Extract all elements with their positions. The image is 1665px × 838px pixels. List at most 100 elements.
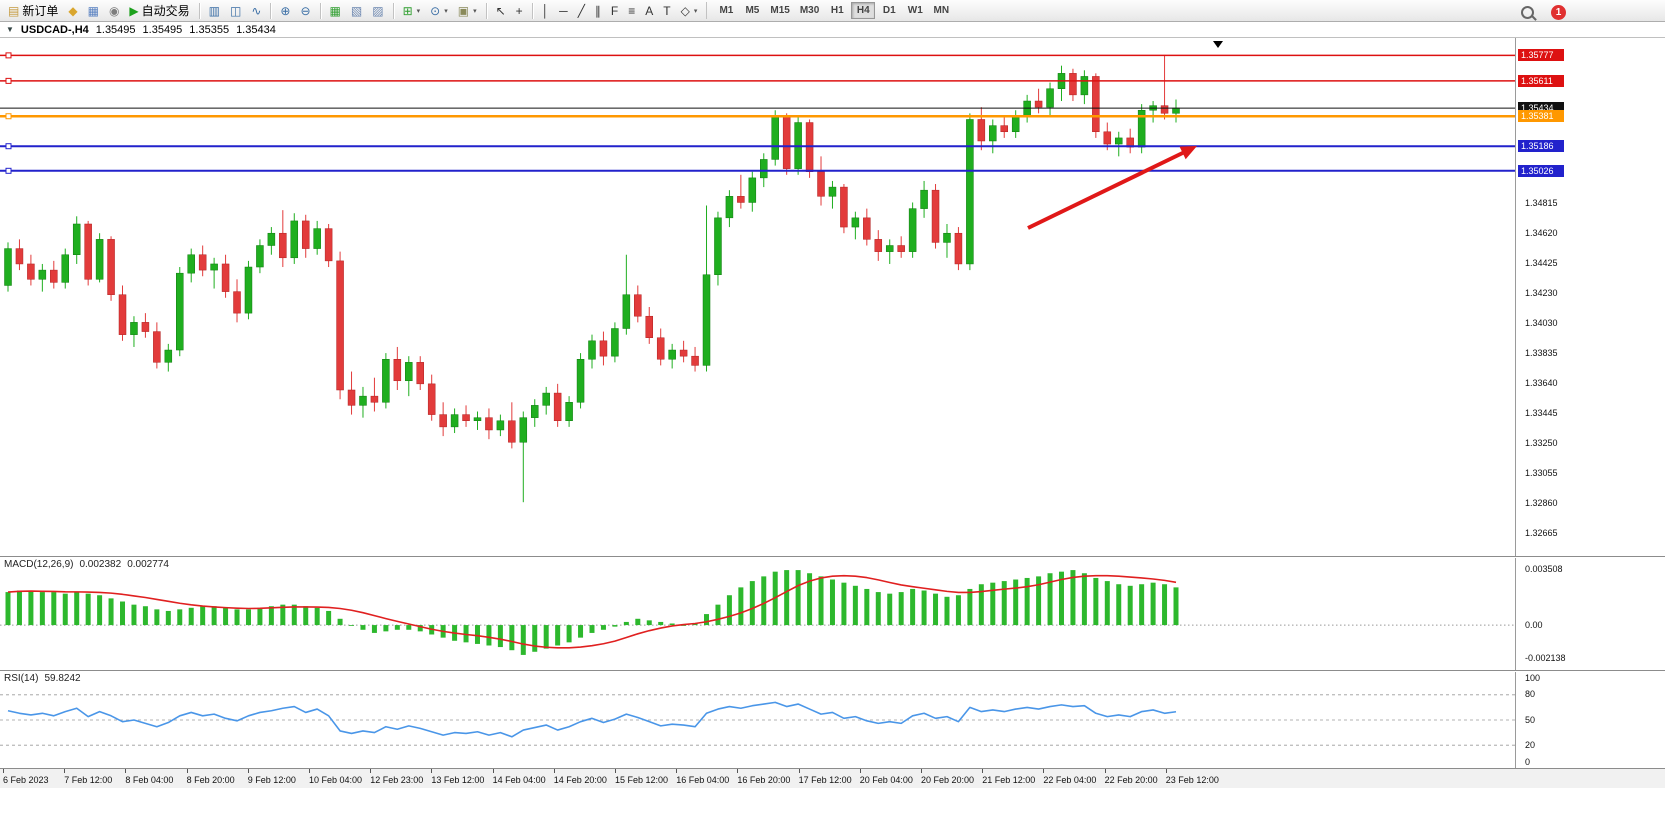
candlestick-chart-button[interactable]: ◫ — [226, 2, 245, 20]
price-scale-label: 1.32860 — [1525, 498, 1558, 509]
candle-body — [416, 362, 424, 385]
resistance-line-1-handle[interactable] — [5, 52, 12, 59]
candle-body — [553, 392, 562, 421]
profiles-button[interactable]: ▦ — [84, 2, 103, 20]
candle-body — [359, 395, 367, 406]
notification-badge[interactable]: 1 — [1551, 4, 1566, 20]
main-chart-canvas[interactable] — [0, 38, 1515, 556]
candle-body — [851, 217, 860, 228]
macd-bar — [97, 595, 103, 626]
metaeditor-button[interactable]: ◆ — [64, 2, 81, 20]
templates-button[interactable]: ▣ ▾ — [454, 2, 481, 20]
macd-bar — [520, 625, 526, 655]
bar-chart-button[interactable]: ▥ — [205, 2, 224, 20]
price-scale-label: 1.34230 — [1525, 287, 1558, 298]
pivot-line-orange-handle[interactable] — [5, 113, 12, 120]
rsi-canvas[interactable] — [0, 672, 1515, 768]
trend-arrow-shaft[interactable] — [1027, 148, 1189, 230]
cascade-windows-button[interactable]: ▧ — [347, 2, 366, 20]
data-window-button[interactable]: ◉ — [105, 2, 123, 20]
macd-bar — [16, 590, 22, 626]
dropdown-caret-icon: ▾ — [473, 7, 477, 15]
macd-bar — [1013, 579, 1019, 626]
channel-button[interactable]: ∥ — [591, 2, 605, 20]
price-scale[interactable]: 1.34815 1.34620 1.34425 1.34230 1.34030 1.338… — [1515, 38, 1665, 768]
macd-bar — [154, 609, 160, 626]
charts-profile-icon: ▦ — [87, 3, 99, 18]
line-chart-button[interactable]: ∿ — [247, 2, 265, 20]
zoom-in-button[interactable]: ⊕ — [276, 2, 294, 20]
timeframe-m15[interactable]: M15 — [766, 2, 793, 19]
main-chart-panel[interactable] — [0, 38, 1515, 556]
vertical-line-button[interactable]: │ — [538, 2, 554, 20]
new-order-button[interactable]: ▤ 新订单 — [4, 2, 62, 20]
rsi-panel[interactable] — [0, 672, 1515, 768]
search-button[interactable] — [1517, 3, 1538, 21]
timeframe-mn[interactable]: MN — [929, 2, 953, 19]
time-axis-label: 9 Feb 12:00 — [247, 775, 296, 785]
macd-bar — [841, 582, 847, 626]
macd-panel[interactable] — [0, 558, 1515, 670]
macd-bar — [635, 618, 641, 626]
tile-windows-icon: ▦ — [329, 3, 341, 18]
time-axis-label: 20 Feb 04:00 — [859, 775, 913, 785]
panel-divider-1[interactable] — [0, 556, 1665, 557]
timeframe-m30[interactable]: M30 — [796, 2, 823, 19]
macd-histogram — [5, 570, 1179, 655]
candle-body — [176, 272, 184, 351]
price-scale-label: 1.33250 — [1525, 438, 1558, 449]
candle-body — [931, 189, 940, 243]
resistance-line-2-handle[interactable] — [5, 77, 12, 84]
label-button[interactable]: T — [659, 2, 674, 20]
macd-canvas[interactable] — [0, 558, 1515, 670]
zoom-out-button[interactable]: ⊖ — [296, 2, 314, 20]
timeframe-m1[interactable]: M1 — [714, 2, 738, 19]
fibonacci-button[interactable]: F — [607, 2, 622, 20]
horizontal-line-button[interactable]: ─ — [555, 2, 572, 20]
timeframe-h4[interactable]: H4 — [851, 2, 876, 19]
time-axis-tick — [921, 769, 922, 773]
tile-windows-button[interactable]: ▦ — [326, 2, 345, 20]
crosshair-button[interactable]: + — [512, 2, 527, 20]
time-axis[interactable]: 6 Feb 2023 7 Feb 12:00 8 Feb 04:00 8 Feb 20… — [0, 768, 1665, 788]
shapes-button[interactable]: ◇ ▾ — [677, 2, 702, 20]
candle-body — [187, 254, 195, 274]
candle-body — [382, 359, 390, 403]
timeframe-d1[interactable]: D1 — [877, 2, 901, 19]
trend-arrow-head[interactable] — [1179, 146, 1197, 160]
timeframe-w1[interactable]: W1 — [903, 2, 927, 19]
cursor-icon: ↖ — [495, 3, 506, 18]
timeframe-m5[interactable]: M5 — [740, 2, 764, 19]
candle-body — [508, 420, 516, 443]
toolbar-separator — [485, 2, 487, 19]
periods-button[interactable]: ⊙ ▾ — [426, 2, 452, 20]
collapse-chart-icon[interactable]: ▼ — [6, 25, 14, 34]
macd-bar — [658, 621, 664, 626]
time-axis-label: 16 Feb 20:00 — [737, 775, 791, 785]
macd-bar — [268, 606, 274, 626]
label-icon: T — [663, 3, 671, 18]
macd-bar — [120, 601, 126, 626]
rsi-scale-label: 0 — [1525, 756, 1531, 767]
support-line-1-handle[interactable] — [5, 143, 12, 150]
panel-divider-2[interactable] — [0, 670, 1665, 671]
text-button[interactable]: A — [641, 2, 657, 20]
price-scale-label: 1.34425 — [1525, 257, 1558, 268]
autotrading-button[interactable]: ▶ 自动交易 — [125, 2, 193, 20]
price-scale-label: 1.33055 — [1525, 468, 1558, 479]
levels-button[interactable]: ≡ — [624, 2, 639, 20]
toolbar-separator — [198, 2, 200, 19]
macd-bar — [887, 593, 893, 626]
trendline-button[interactable]: ╱ — [574, 2, 589, 20]
chart-shift-marker[interactable] — [1213, 41, 1223, 48]
support-line-2-handle[interactable] — [5, 167, 12, 174]
indicators-button[interactable]: ⊞ ▾ — [399, 2, 425, 20]
time-axis-tick — [3, 769, 4, 773]
candle-body — [95, 239, 104, 280]
macd-bar — [864, 588, 870, 626]
candle-body — [1069, 73, 1077, 96]
arrange-windows-button[interactable]: ▨ — [368, 2, 387, 20]
cursor-button[interactable]: ↖ — [492, 2, 510, 20]
timeframe-h1[interactable]: H1 — [825, 2, 849, 19]
macd-bar — [566, 625, 572, 643]
